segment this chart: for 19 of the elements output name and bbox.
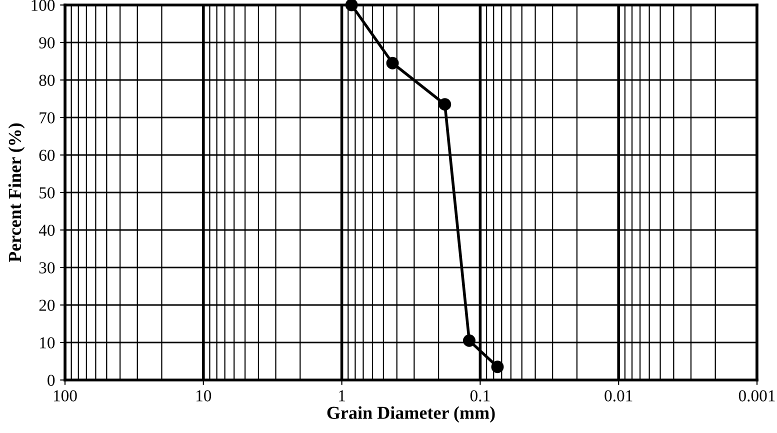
x-tick-label: 0.001 bbox=[738, 390, 775, 402]
y-tick-label: 60 bbox=[39, 150, 55, 161]
y-tick-label: 80 bbox=[39, 74, 55, 86]
y-tick-label: 90 bbox=[39, 37, 55, 48]
x-tick-label: 0.1 bbox=[470, 390, 490, 402]
x-tick-label: 100 bbox=[54, 390, 77, 402]
y-tick-label: 20 bbox=[39, 300, 55, 311]
y-axis-title: Percent Finer (%) bbox=[8, 123, 25, 262]
x-axis-title: Grain Diameter (mm) bbox=[327, 406, 495, 423]
y-tick-label: 50 bbox=[40, 187, 55, 198]
y-tick-label: 10 bbox=[40, 337, 55, 348]
x-tick-label: 0.01 bbox=[604, 390, 632, 402]
y-tick-label: 70 bbox=[40, 112, 55, 124]
y-tick-label: 0 bbox=[48, 374, 55, 386]
y-tick-label: 30 bbox=[39, 262, 55, 274]
x-tick-label: 1 bbox=[339, 390, 345, 402]
x-tick-label: 10 bbox=[196, 390, 212, 402]
y-tick-label: 100 bbox=[32, 0, 55, 11]
y-tick-label: 40 bbox=[38, 224, 55, 236]
